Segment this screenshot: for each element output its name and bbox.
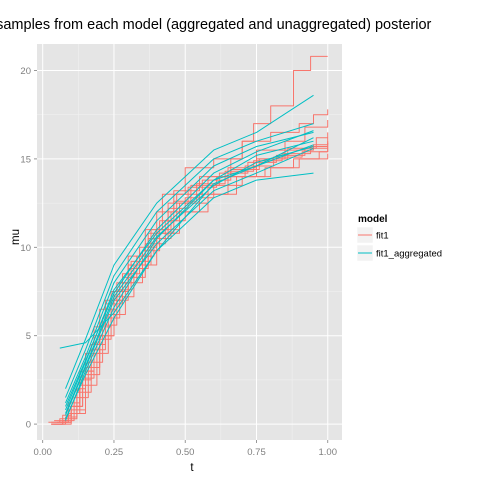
x-tick-label: 1.00 — [318, 447, 337, 458]
y-axis-title: mu — [10, 229, 22, 245]
series-line-fit1-aggregated — [65, 131, 314, 404]
x-axis-title: t — [190, 462, 194, 474]
y-axis: 0 5 10 15 20 — [20, 66, 37, 431]
series-line-fit1 — [51, 153, 329, 425]
legend-item-fit1-aggregated: fit1_aggregated — [356, 244, 442, 262]
y-tick-label: 20 — [20, 66, 31, 77]
series-line-fit1-aggregated — [65, 144, 314, 421]
x-tick-label: 0.25 — [105, 447, 124, 458]
series-line-fit1 — [51, 132, 329, 425]
plot-area — [37, 44, 342, 440]
x-tick-label: 0.00 — [33, 447, 52, 458]
x-tick-label: 0.50 — [176, 447, 195, 458]
y-tick-label: 10 — [20, 243, 31, 254]
y-tick-label: 0 — [26, 420, 31, 431]
series-line-fit1-aggregated — [65, 172, 314, 420]
legend-item-fit1: fit1 — [356, 226, 389, 244]
x-tick-label: 0.75 — [247, 447, 266, 458]
chart-title: m samples from each model (aggregated an… — [0, 17, 432, 33]
series-line-fit1-aggregated — [65, 123, 314, 398]
x-axis: 0.00 0.25 0.50 0.75 1.00 — [33, 440, 337, 458]
legend-title: model — [358, 214, 388, 225]
legend-label-fit1-aggregated: fit1_aggregated — [376, 249, 442, 260]
y-tick-label: 15 — [20, 154, 31, 165]
series-layer — [48, 55, 329, 425]
series-line-fit1-aggregated — [65, 94, 314, 389]
series-line-fit1-aggregated — [65, 146, 314, 414]
grid-major — [37, 44, 342, 440]
y-tick-label: 5 — [26, 331, 31, 342]
series-fit1-aggregated — [59, 94, 314, 421]
series-line-fit1 — [57, 120, 329, 423]
series-line-fit1-aggregated — [65, 130, 314, 407]
series-line-fit1-aggregated — [65, 147, 314, 416]
legend: model fit1 fit1_aggregated — [356, 214, 442, 262]
series-line-fit1-aggregated — [65, 140, 314, 411]
legend-label-fit1: fit1 — [376, 231, 389, 242]
